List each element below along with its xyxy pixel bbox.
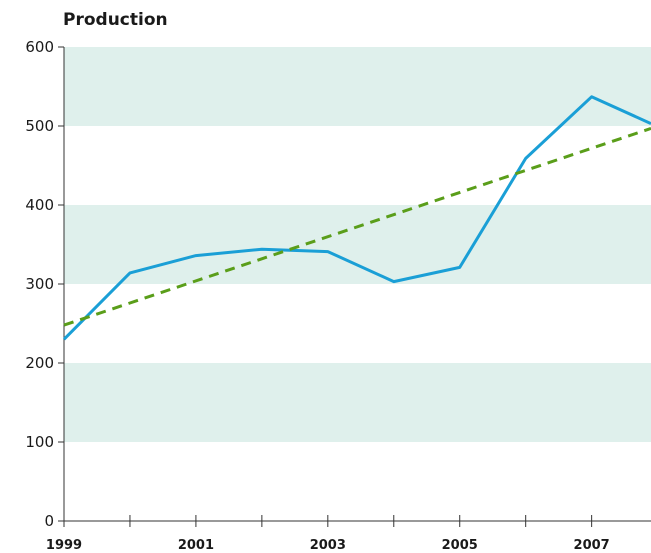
x-tick-label: 2003 [310, 538, 346, 553]
y-tick-label: 0 [44, 512, 54, 530]
y-tick-label: 600 [25, 38, 54, 56]
y-tick-label: 400 [25, 196, 54, 214]
series-lines [62, 95, 651, 341]
y-axis-title: Production [63, 10, 168, 30]
y-tick-label: 200 [25, 354, 54, 372]
x-tick-label: 2007 [574, 538, 610, 553]
series-line [62, 95, 651, 341]
trend-line [63, 126, 651, 327]
y-tick-label: 500 [25, 117, 54, 135]
y-tick-label: 300 [25, 275, 54, 293]
y-axis-ticks: 0 100 200 300 400 500 600 [25, 38, 64, 530]
grid-band-1 [64, 205, 651, 284]
y-tick-label: 100 [25, 433, 54, 451]
grid-band-0 [64, 363, 651, 442]
grid-band-2 [64, 47, 651, 126]
x-axis-ticks: 1999 2001 2003 2005 2007 [46, 515, 610, 553]
x-tick-label: 1999 [46, 538, 82, 553]
x-tick-label: 2001 [178, 538, 214, 553]
x-tick-label: 2005 [442, 538, 478, 553]
background-bands [64, 47, 651, 442]
